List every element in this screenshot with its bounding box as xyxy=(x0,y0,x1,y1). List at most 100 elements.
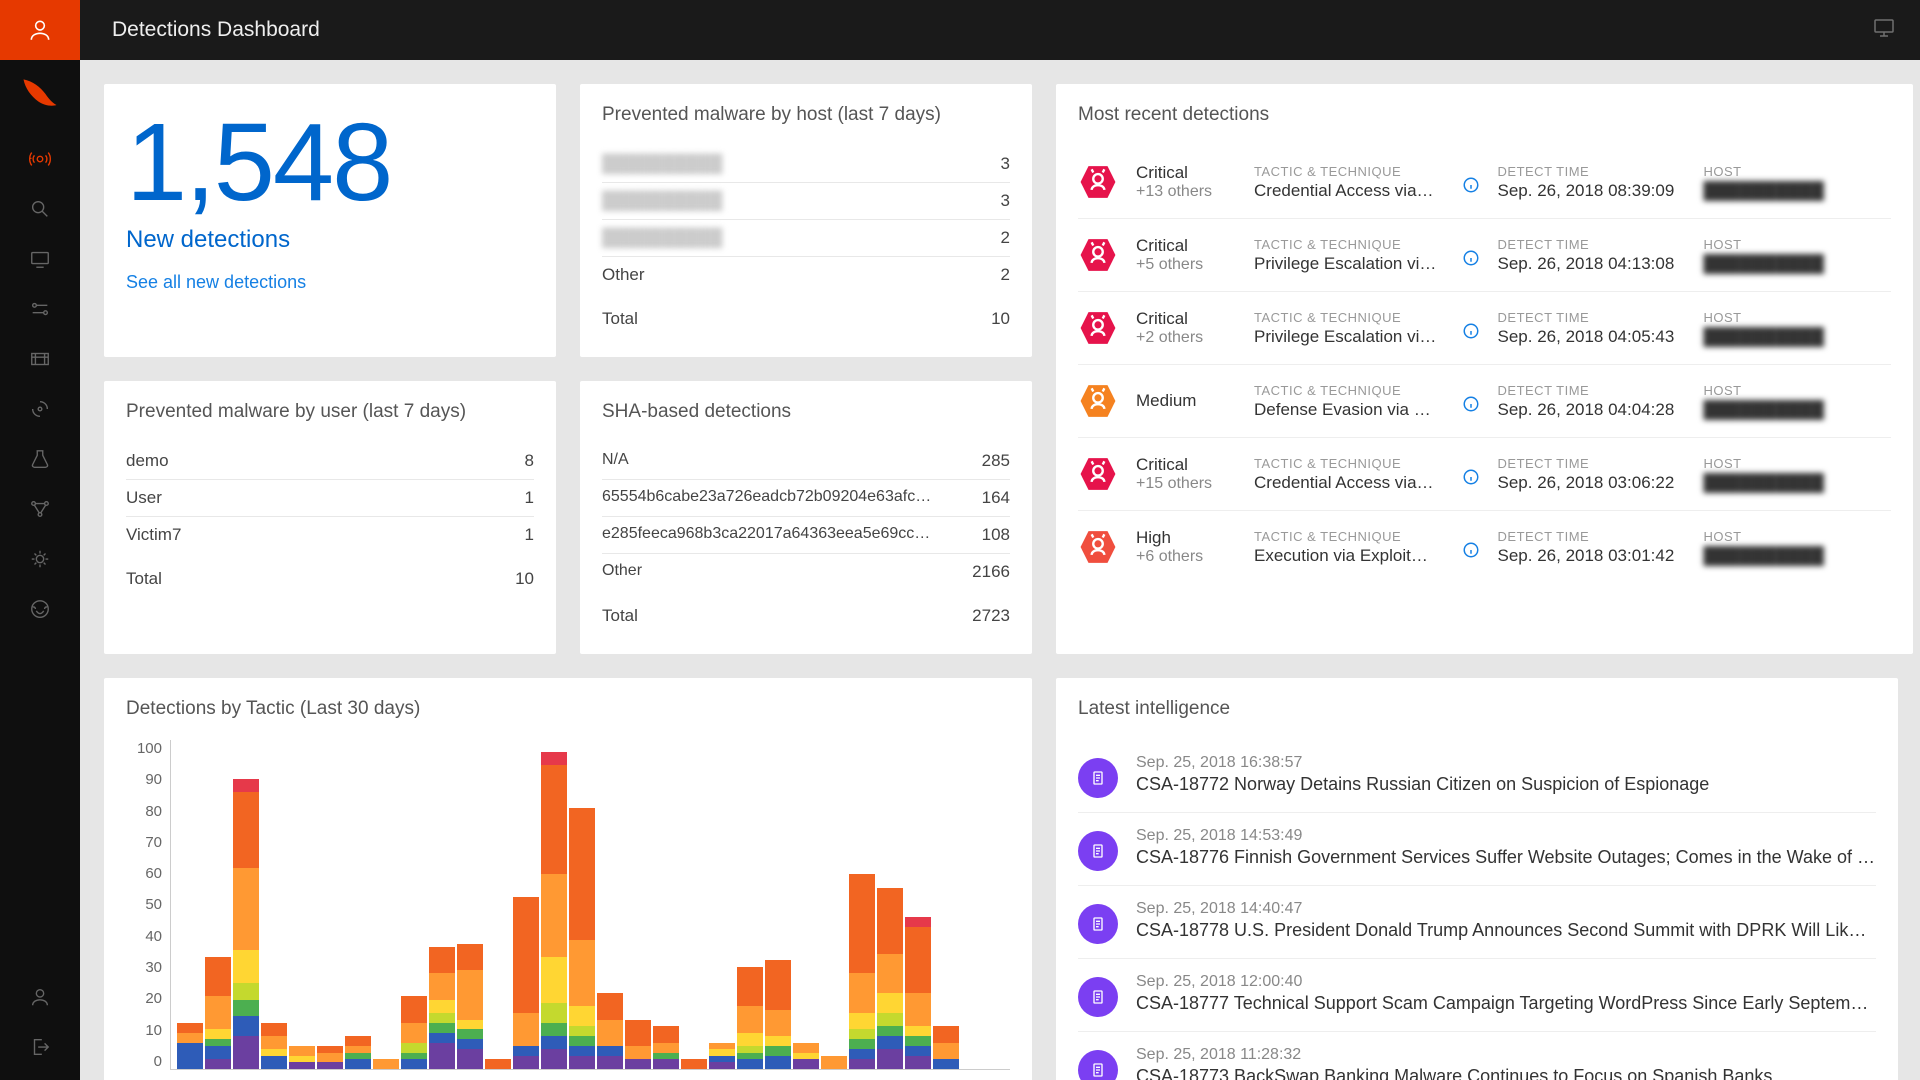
y-tick-label: 30 xyxy=(145,959,162,976)
bar[interactable] xyxy=(653,1026,679,1069)
table-row[interactable]: N/A285 xyxy=(602,443,1010,480)
table-row[interactable]: Other2166 xyxy=(602,554,1010,590)
others-count: +5 others xyxy=(1136,256,1236,274)
bar[interactable] xyxy=(541,752,567,1069)
nav-graph-icon[interactable] xyxy=(0,484,80,534)
bar-segment xyxy=(457,1029,483,1039)
row-value: 2 xyxy=(1001,228,1010,248)
bar-segment xyxy=(569,940,595,1006)
bar[interactable] xyxy=(877,888,903,1069)
bar[interactable] xyxy=(429,947,455,1069)
bar[interactable] xyxy=(905,917,931,1069)
nav-support-icon[interactable] xyxy=(0,584,80,634)
row-value: 3 xyxy=(1001,191,1010,211)
new-detections-card: 1,548 New detections See all new detecti… xyxy=(104,84,556,357)
info-icon[interactable] xyxy=(1462,468,1480,491)
table-row[interactable]: Other2 xyxy=(602,257,1010,293)
intel-row[interactable]: Sep. 25, 2018 11:28:32 CSA-18773 BackSwa… xyxy=(1078,1032,1876,1080)
info-icon[interactable] xyxy=(1462,395,1480,418)
info-icon[interactable] xyxy=(1462,249,1480,272)
table-row[interactable]: demo8 xyxy=(126,443,534,480)
nav-profile-icon[interactable] xyxy=(0,972,80,1022)
nav-logout-icon[interactable] xyxy=(0,1022,80,1072)
row-value: 3 xyxy=(1001,154,1010,174)
nav-discover-icon[interactable] xyxy=(0,334,80,384)
bar-segment xyxy=(905,917,931,927)
bar[interactable] xyxy=(205,957,231,1069)
bar[interactable] xyxy=(289,1046,315,1069)
tactic-value: Execution via Exploit… xyxy=(1254,546,1456,566)
nav-activity-icon[interactable] xyxy=(0,134,80,184)
bar[interactable] xyxy=(317,1046,343,1069)
bar[interactable] xyxy=(485,1059,511,1069)
bar[interactable] xyxy=(765,960,791,1069)
nav-intel-icon[interactable] xyxy=(0,384,80,434)
intel-row[interactable]: Sep. 25, 2018 14:53:49 CSA-18776 Finnish… xyxy=(1078,813,1876,886)
see-all-detections-link[interactable]: See all new detections xyxy=(126,272,306,293)
table-row[interactable]: ██████████3 xyxy=(602,183,1010,220)
detection-row[interactable]: Critical +13 others TACTIC & TECHNIQUE C… xyxy=(1078,146,1891,219)
bar[interactable] xyxy=(737,967,763,1069)
nav-config-icon[interactable] xyxy=(0,284,80,334)
card-title: Prevented malware by host (last 7 days) xyxy=(602,104,1010,126)
display-mode-icon[interactable] xyxy=(1872,16,1896,45)
detection-row[interactable]: Critical +5 others TACTIC & TECHNIQUE Pr… xyxy=(1078,219,1891,292)
bar-segment xyxy=(233,983,259,1000)
bar[interactable] xyxy=(233,779,259,1069)
recent-detections-card: Most recent detections Critical +13 othe… xyxy=(1056,84,1913,654)
nav-sandbox-icon[interactable] xyxy=(0,434,80,484)
bar-segment xyxy=(793,1053,819,1060)
nav-investigate-icon[interactable] xyxy=(0,184,80,234)
user-menu-button[interactable] xyxy=(0,0,80,60)
info-icon[interactable] xyxy=(1462,541,1480,564)
bar[interactable] xyxy=(373,1059,399,1069)
table-row[interactable]: Victim71 xyxy=(126,517,534,553)
info-icon[interactable] xyxy=(1462,176,1480,199)
bar-segment xyxy=(177,1043,203,1069)
bar[interactable] xyxy=(849,874,875,1069)
table-row[interactable]: User1 xyxy=(126,480,534,517)
bar[interactable] xyxy=(597,993,623,1069)
topbar: Detections Dashboard xyxy=(0,0,1920,60)
detections-count: 1,548 xyxy=(126,108,534,218)
intel-row[interactable]: Sep. 25, 2018 16:38:57 CSA-18772 Norway … xyxy=(1078,740,1876,813)
intel-time: Sep. 25, 2018 12:00:40 xyxy=(1136,973,1876,991)
bar[interactable] xyxy=(793,1043,819,1069)
bar[interactable] xyxy=(821,1056,847,1069)
falcon-logo-icon[interactable] xyxy=(16,70,64,118)
bar[interactable] xyxy=(625,1020,651,1069)
bar[interactable] xyxy=(709,1043,735,1069)
bar-segment xyxy=(933,1043,959,1060)
bar[interactable] xyxy=(681,1059,707,1069)
bar[interactable] xyxy=(177,1023,203,1069)
detection-row[interactable]: Medium TACTIC & TECHNIQUE Defense Evasio… xyxy=(1078,365,1891,438)
detection-row[interactable]: Critical +15 others TACTIC & TECHNIQUE C… xyxy=(1078,438,1891,511)
bar-segment xyxy=(569,1036,595,1046)
intel-row[interactable]: Sep. 25, 2018 12:00:40 CSA-18777 Technic… xyxy=(1078,959,1876,1032)
bar-segment xyxy=(345,1059,371,1069)
bar[interactable] xyxy=(513,897,539,1069)
intel-row[interactable]: Sep. 25, 2018 14:40:47 CSA-18778 U.S. Pr… xyxy=(1078,886,1876,959)
info-icon[interactable] xyxy=(1462,322,1480,345)
bar[interactable] xyxy=(933,1026,959,1069)
bar[interactable] xyxy=(401,996,427,1069)
bar-segment xyxy=(177,1023,203,1033)
table-row[interactable]: ██████████2 xyxy=(602,220,1010,257)
table-row[interactable]: 65554b6cabe23a726eadcb72b09204e63afc6a76… xyxy=(602,480,1010,517)
bar[interactable] xyxy=(261,1023,287,1069)
bar[interactable] xyxy=(345,1036,371,1069)
row-label: Other xyxy=(602,562,642,582)
bar-segment xyxy=(541,957,567,1003)
table-row[interactable]: e285feeca968b3ca22017a64363eea5e69ccd519… xyxy=(602,517,1010,554)
detection-row[interactable]: High +6 others TACTIC & TECHNIQUE Execut… xyxy=(1078,511,1891,583)
nav-spotlight-icon[interactable] xyxy=(0,534,80,584)
tactic-value: Defense Evasion via … xyxy=(1254,400,1456,420)
report-icon xyxy=(1078,977,1118,1017)
bar[interactable] xyxy=(457,944,483,1069)
nav-hosts-icon[interactable] xyxy=(0,234,80,284)
table-row[interactable]: ██████████3 xyxy=(602,146,1010,183)
host-value: ██████████ xyxy=(1703,473,1891,493)
bar[interactable] xyxy=(569,808,595,1069)
detection-row[interactable]: Critical +2 others TACTIC & TECHNIQUE Pr… xyxy=(1078,292,1891,365)
bar-segment xyxy=(905,1056,931,1069)
